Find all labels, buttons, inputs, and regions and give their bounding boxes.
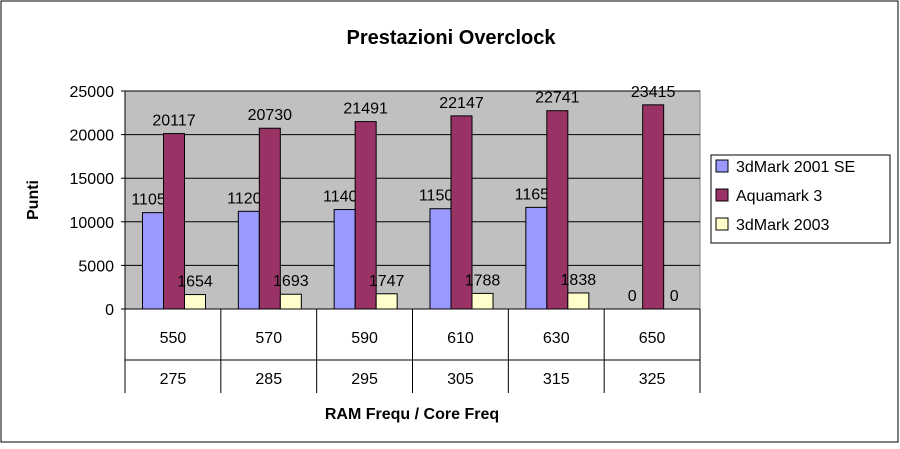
bar	[184, 294, 206, 310]
bar	[142, 212, 164, 310]
data-label: 1747	[369, 273, 405, 290]
data-label: 0	[628, 288, 637, 305]
y-tick-label: 25000	[70, 84, 115, 101]
data-label: 21491	[343, 101, 388, 118]
bar	[163, 133, 185, 310]
data-label: 1838	[561, 272, 597, 289]
y-tick-label: 20000	[70, 128, 115, 145]
bar	[567, 292, 590, 310]
x-tick-label: 275	[160, 371, 187, 388]
y-axis-title: Punti	[25, 180, 42, 220]
y-tick-label: 15000	[70, 171, 115, 188]
x-tick-label: 315	[543, 371, 570, 388]
data-label: 20117	[152, 113, 195, 130]
bar	[237, 210, 260, 310]
data-label: 1693	[273, 273, 309, 290]
plot-background	[124, 90, 701, 310]
bar	[354, 121, 377, 310]
bar	[375, 293, 398, 310]
x-tick-label: 325	[639, 371, 666, 388]
legend-swatch	[715, 217, 729, 231]
x-axis-title: RAM Frequ / Core Freq	[325, 406, 499, 423]
legend-label: 3dMark 2003	[736, 217, 829, 234]
y-tick-label: 10000	[70, 215, 115, 232]
legend-label: Aquamark 3	[736, 188, 822, 205]
y-tick-label: 5000	[78, 258, 114, 275]
data-label: 1788	[465, 272, 501, 289]
bar	[333, 209, 356, 310]
bar	[279, 293, 302, 310]
data-label: 1654	[177, 274, 213, 291]
data-label: 22147	[439, 95, 484, 112]
x-tick-label: 285	[255, 371, 282, 388]
bar	[525, 206, 548, 310]
plot-area: 0500010000150002000025000110502011716541…	[70, 84, 701, 393]
data-label: 0	[670, 288, 679, 305]
data-label: 22741	[535, 90, 580, 107]
legend-swatch	[715, 159, 729, 173]
x-tick-label: 650	[639, 330, 666, 347]
bar	[642, 104, 665, 310]
data-label: 20730	[248, 107, 293, 124]
legend: 3dMark 2001 SE Aquamark 3 3dMark 2003	[710, 154, 891, 244]
x-tick-label: 305	[447, 371, 474, 388]
x-tick-label: 295	[351, 371, 378, 388]
chart-title: Prestazioni Overclock	[347, 27, 557, 49]
bar	[546, 110, 569, 310]
bar	[471, 292, 494, 310]
bar	[258, 127, 281, 310]
data-label: 23415	[631, 84, 676, 101]
x-tick-label: 610	[447, 330, 474, 347]
legend-label: 3dMark 2001 SE	[736, 159, 855, 176]
x-tick-label: 570	[255, 330, 282, 347]
y-tick-label: 0	[105, 302, 114, 319]
x-tick-label: 590	[351, 330, 378, 347]
legend-swatch	[715, 188, 729, 202]
bar	[450, 115, 473, 310]
x-tick-label: 550	[160, 330, 187, 347]
legend-box	[710, 154, 891, 244]
bar	[429, 208, 452, 310]
x-tick-label: 630	[543, 330, 570, 347]
